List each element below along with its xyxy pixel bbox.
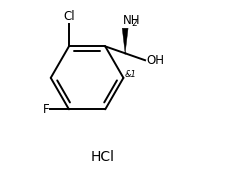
Text: F: F [42,103,49,116]
Text: 2: 2 [132,19,137,28]
Text: Cl: Cl [63,10,75,23]
Text: OH: OH [147,54,165,67]
Text: HCl: HCl [91,151,115,164]
Polygon shape [122,28,128,53]
Text: &1: &1 [124,70,136,79]
Text: NH: NH [123,14,140,27]
